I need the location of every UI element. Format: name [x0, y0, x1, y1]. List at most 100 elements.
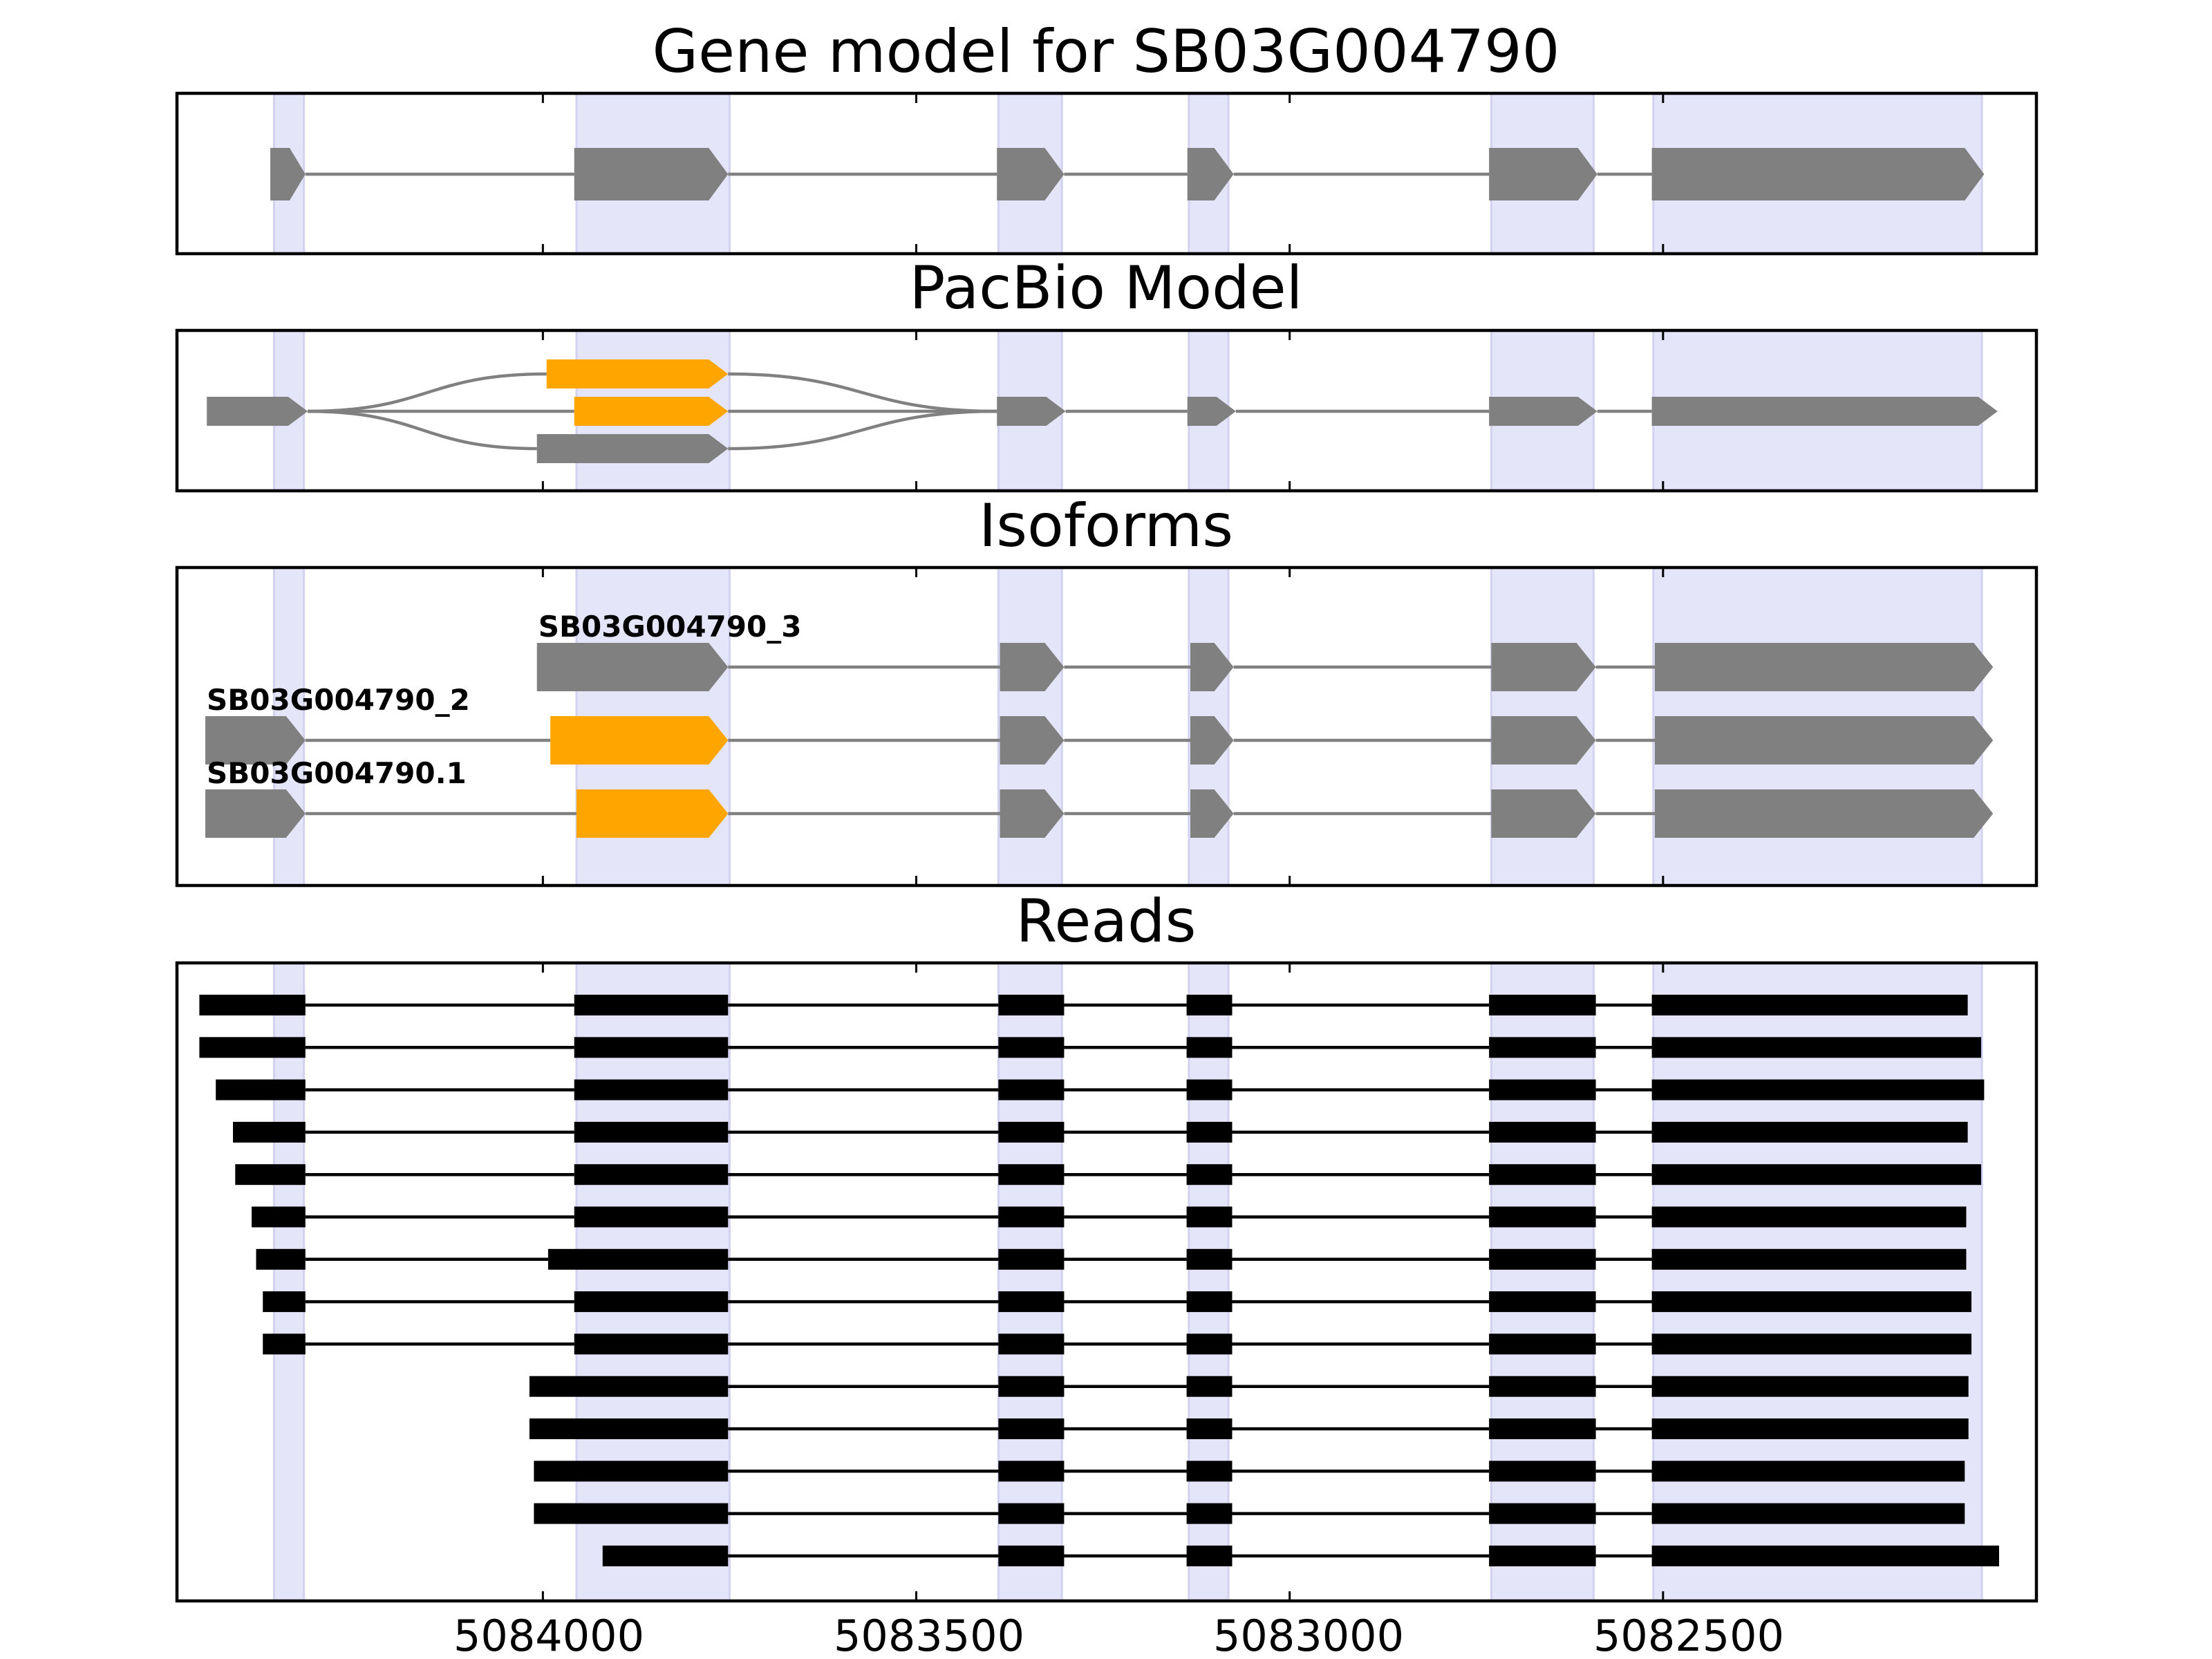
x-axis: 5084000 5083500 5083000 5082500 [453, 1611, 1784, 1659]
read-exon [998, 1248, 1065, 1270]
read-exon [1186, 1121, 1232, 1143]
isoform-exon [1190, 643, 1234, 691]
exon [1187, 148, 1234, 200]
splice-edge [728, 409, 997, 451]
reads-title: Reads [1016, 887, 1197, 956]
read-exon [1186, 1206, 1232, 1228]
read-exon [1651, 1461, 1965, 1482]
pacbio-exon-node [1489, 397, 1597, 426]
read-exon [1186, 1037, 1232, 1058]
read-exon [256, 1248, 306, 1270]
reads-highlight-region [1652, 962, 1983, 1602]
read-exon [1651, 1503, 1965, 1524]
read-exon [602, 1545, 729, 1566]
read-exon [1186, 1418, 1232, 1439]
read-exon [1651, 1376, 1969, 1397]
reads-highlight-region [1188, 962, 1230, 1602]
reads-content [199, 962, 1999, 1602]
read-exon [534, 1503, 729, 1524]
read-exon [1186, 1079, 1232, 1100]
read-exon [574, 1291, 729, 1313]
read-exon [199, 1037, 306, 1058]
read-exon [1186, 1376, 1232, 1397]
read-exon [998, 1333, 1065, 1355]
read-exon [1186, 995, 1232, 1015]
read-exon [998, 1545, 1065, 1566]
read-exon [1489, 1248, 1596, 1270]
read-exon [998, 1206, 1065, 1228]
exon [1489, 148, 1597, 200]
reads-highlight-region [1490, 962, 1595, 1602]
read-exon [574, 1164, 729, 1185]
read-exon [1651, 1121, 1968, 1143]
read-exon [1186, 1333, 1232, 1355]
read-exon [1651, 1079, 1985, 1100]
exon [270, 148, 306, 200]
read-exon [1651, 1291, 1972, 1313]
isoform-exon [1654, 789, 1994, 838]
read-exon [534, 1461, 729, 1482]
read-exon [233, 1121, 306, 1143]
gene-model-panel: Gene model for SB03G004790 [175, 17, 2038, 256]
reads-frame [175, 961, 2038, 1603]
isoform-exon [1000, 789, 1065, 838]
read-exon [1489, 1037, 1596, 1058]
read-exon [252, 1206, 306, 1228]
read-exon [998, 1079, 1065, 1100]
pacbio-exon-node [536, 434, 729, 463]
pacbio-model-panel: PacBio Model [175, 254, 2038, 493]
isoform-exon [205, 789, 306, 838]
pacbio-exon-node [574, 397, 729, 426]
exon [574, 148, 729, 200]
read-exon [1651, 1164, 1982, 1185]
read-exon [998, 1037, 1065, 1058]
read-exon [235, 1164, 306, 1185]
read-exon [1489, 1503, 1596, 1524]
read-exon [1489, 1206, 1596, 1228]
gene-model-title: Gene model for SB03G004790 [653, 17, 1560, 86]
x-tick-label: 5084000 [453, 1611, 644, 1659]
gene-model-frame [175, 91, 2038, 256]
read-exon [263, 1291, 306, 1313]
x-tick-label: 5083500 [834, 1611, 1024, 1659]
read-exon [998, 1461, 1065, 1482]
read-exon [998, 1503, 1065, 1524]
gene-model-content [270, 92, 1985, 255]
reads-highlight-region [575, 962, 731, 1602]
read-exon [263, 1333, 306, 1355]
read-exon [199, 995, 306, 1015]
pacbio-exon-node [1651, 397, 1998, 426]
x-tick-label: 5083000 [1213, 1611, 1404, 1659]
isoform-exon [1190, 716, 1234, 765]
read-exon [1489, 1545, 1596, 1566]
isoform-exon [205, 716, 306, 765]
read-exon [1186, 1545, 1232, 1566]
read-exon [1489, 1376, 1596, 1397]
read-exon [1186, 1248, 1232, 1270]
isoform-label: SB03G004790.1 [207, 756, 467, 790]
read-exon [998, 1376, 1065, 1397]
isoforms-title: Isoforms [979, 491, 1233, 561]
isoform-exon [536, 643, 729, 691]
read-exon [1186, 1291, 1232, 1313]
pacbio-model-title: PacBio Model [909, 254, 1302, 323]
pacbio-model-content [207, 329, 1998, 492]
read-exon [1651, 1206, 1967, 1228]
x-tick-label: 5082500 [1593, 1611, 1784, 1659]
read-exon [529, 1376, 729, 1397]
read-exon [998, 1418, 1065, 1439]
read-exon [998, 995, 1065, 1015]
read-exon [1489, 1291, 1596, 1313]
exon [1651, 148, 1985, 200]
read-exon [998, 1291, 1065, 1313]
read-exon [1651, 1333, 1972, 1355]
isoforms-panel: Isoforms SB03G004790_3SB03G004790_2SB03G… [175, 491, 2038, 888]
reads-panel: Reads [175, 887, 2038, 1603]
isoform-exon [1654, 716, 1994, 765]
read-exon [574, 1079, 729, 1100]
read-exon [1186, 1164, 1232, 1185]
isoform-exon [1491, 789, 1596, 838]
pacbio-exon-node [1187, 397, 1236, 426]
read-exon [1651, 1418, 1969, 1439]
